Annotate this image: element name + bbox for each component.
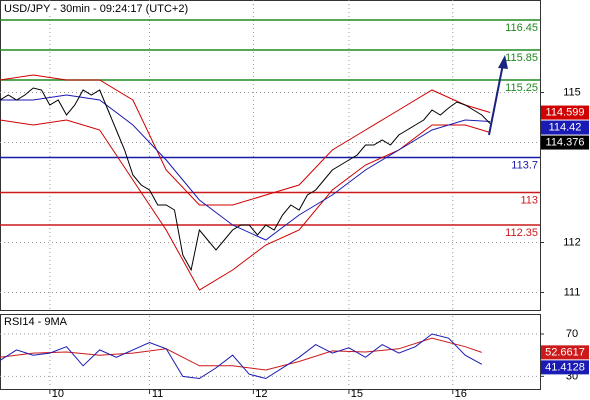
series-line: [0, 337, 482, 371]
series-line: [0, 74, 491, 206]
level-label: 113: [520, 194, 538, 206]
rsi-pane: [0, 314, 541, 390]
value-tag: [541, 345, 589, 360]
level-label: 115.25: [505, 82, 538, 94]
price-pane: [0, 0, 541, 311]
rsi-title: RSI14 - 9MA: [4, 316, 68, 328]
y-tick-label: 111: [564, 286, 581, 298]
series-line: [0, 87, 491, 272]
arrow-head: [498, 55, 508, 69]
y-tick-label: 115: [563, 86, 581, 98]
y-tick-label: 112: [563, 236, 581, 248]
value-tag-label: 41.4128: [545, 361, 585, 373]
value-tag: [541, 360, 589, 375]
series-line: [0, 94, 491, 241]
level-label: 113.7: [511, 159, 538, 171]
x-tick-label: 11: [152, 388, 163, 400]
level-label: 116.45: [505, 22, 538, 34]
chart-title: USD/JPY - 30min - 09:24:17 (UTC+2): [4, 3, 188, 15]
value-tag-label: 52.6617: [545, 346, 585, 358]
x-tick-label: 16: [455, 388, 467, 400]
title-bg: [2, 1, 177, 16]
arrow-shaft: [488, 63, 504, 136]
value-tag-label: 114.42: [549, 121, 582, 133]
level-label: 115.85: [505, 52, 538, 64]
rsi-title-bg: [2, 316, 72, 329]
value-tag: [541, 105, 589, 120]
value-tag-label: 114.376: [546, 136, 585, 148]
y-tick-label: 70: [566, 328, 578, 340]
x-tick-label: 15: [351, 388, 363, 400]
series-line: [0, 333, 483, 380]
forecast-arrow: [488, 55, 508, 136]
value-tag: [541, 120, 589, 135]
x-tick-label: 10: [52, 388, 64, 400]
value-tag: [541, 135, 589, 150]
series-line: [0, 119, 491, 291]
level-label: 112.35: [505, 227, 538, 239]
x-tick-label: 12: [255, 388, 267, 400]
value-tag-label: 114.599: [546, 106, 585, 118]
